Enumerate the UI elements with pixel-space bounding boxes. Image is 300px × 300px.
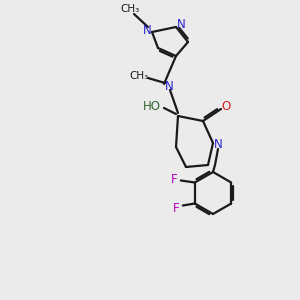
Text: N: N bbox=[177, 17, 185, 31]
Text: N: N bbox=[142, 23, 152, 37]
Text: CH₃: CH₃ bbox=[120, 4, 140, 14]
Text: CH₃: CH₃ bbox=[129, 71, 148, 81]
Text: N: N bbox=[214, 139, 222, 152]
Text: O: O bbox=[221, 100, 231, 113]
Text: F: F bbox=[172, 202, 179, 215]
Text: N: N bbox=[165, 80, 173, 94]
Text: F: F bbox=[170, 173, 177, 186]
Text: HO: HO bbox=[143, 100, 161, 113]
